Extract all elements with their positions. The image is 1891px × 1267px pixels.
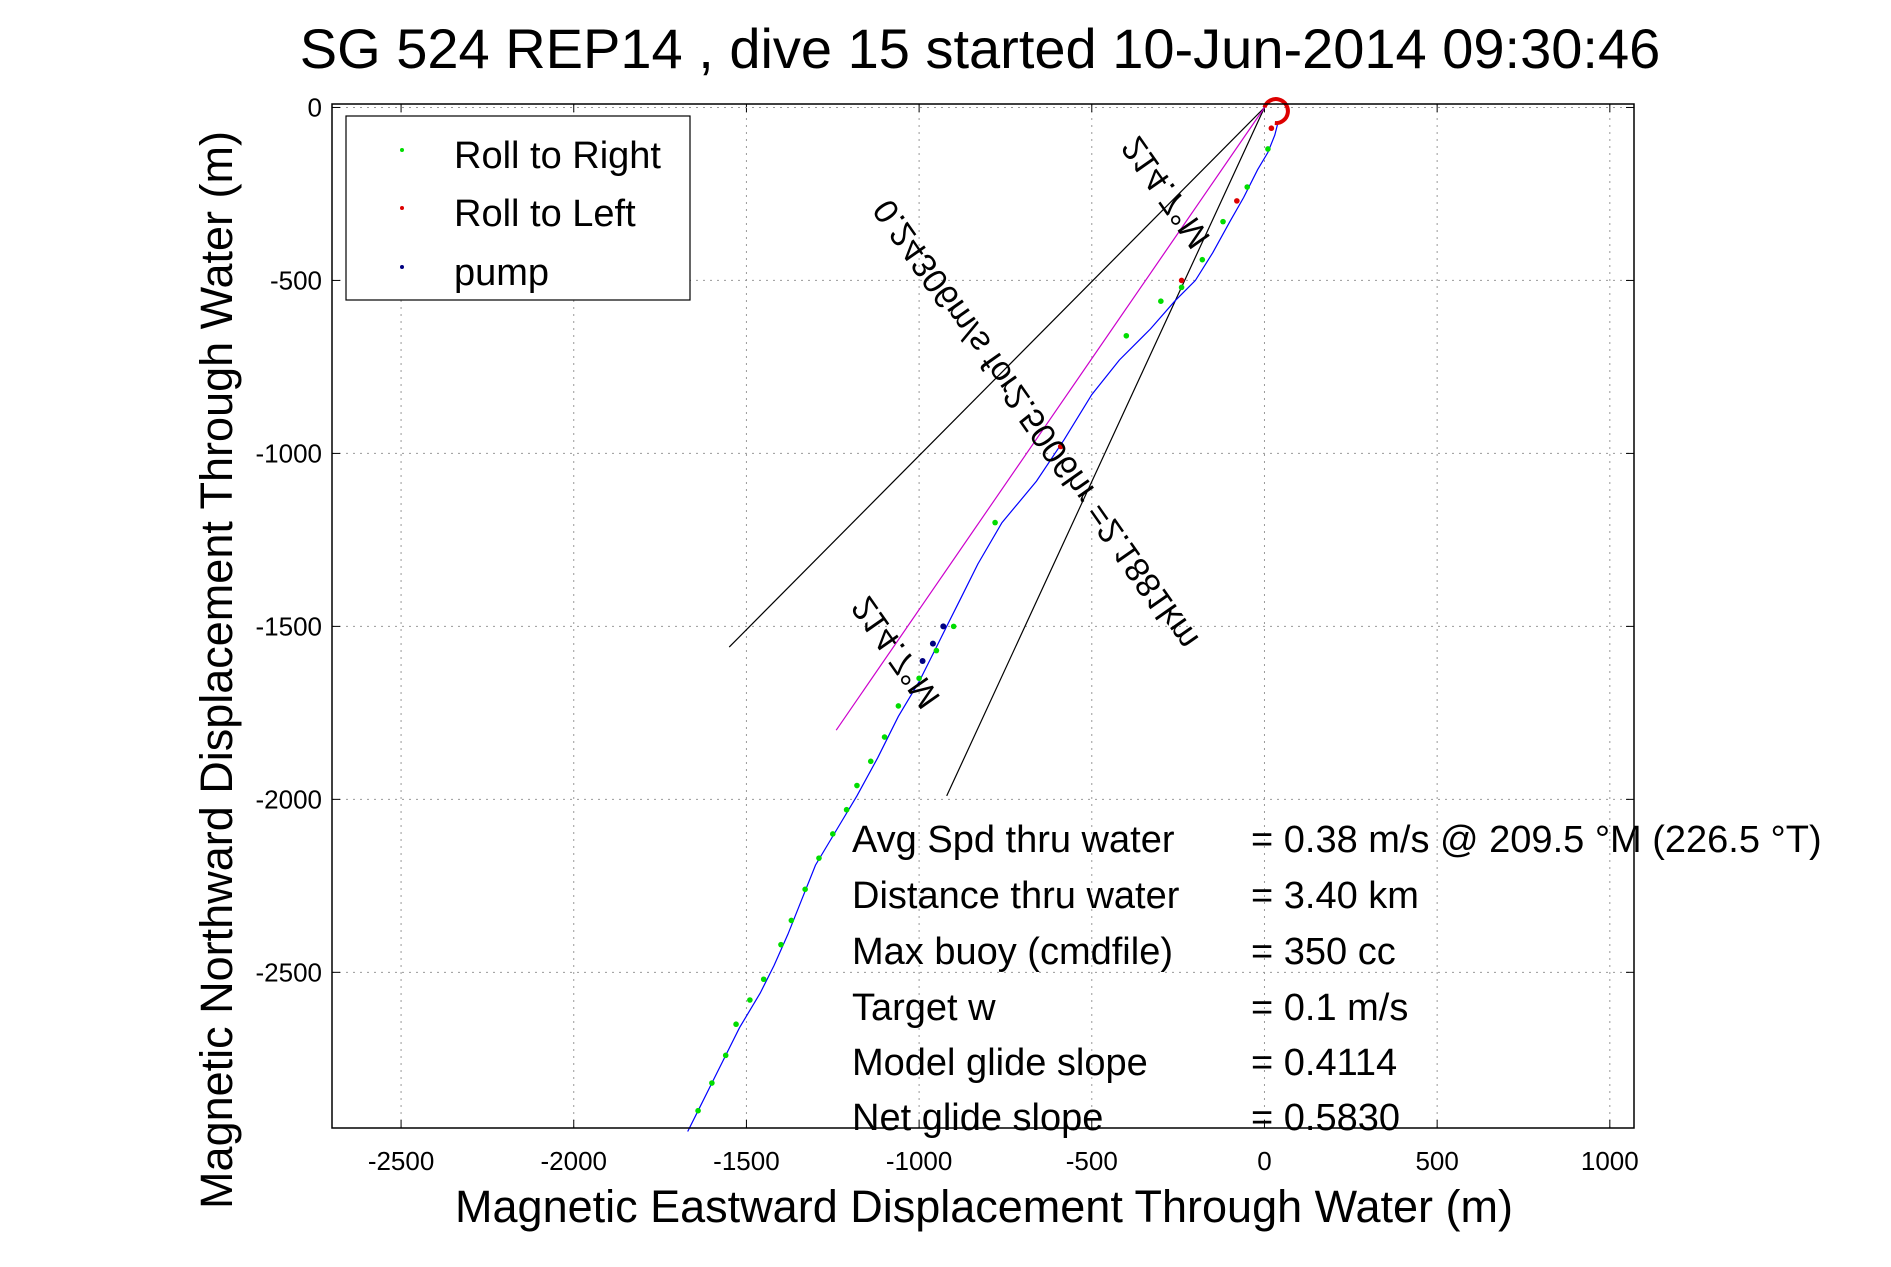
legend-label-roll-right: Roll to Right xyxy=(454,135,661,177)
x-tick-label: 0 xyxy=(1257,1146,1271,1176)
x-tick-label: -1000 xyxy=(886,1146,953,1176)
pump-point xyxy=(919,657,926,664)
x-tick-label: -1500 xyxy=(713,1146,780,1176)
y-axis-label: Magnetic Northward Displacement Through … xyxy=(191,131,242,1209)
surface-loop xyxy=(1262,97,1290,126)
stat-value-net-glide: = 0.5830 xyxy=(1251,1097,1400,1139)
roll-right-point xyxy=(747,997,753,1003)
x-tick-label: -500 xyxy=(1066,1146,1118,1176)
pump-point xyxy=(929,640,936,647)
roll-right-point xyxy=(1178,284,1185,291)
roll-right-point xyxy=(733,1021,739,1028)
roll-left-point xyxy=(1234,198,1240,204)
cone-line xyxy=(946,107,1266,797)
roll-right-point xyxy=(843,806,850,813)
plot-frame xyxy=(331,103,1635,1129)
roll-right-point xyxy=(816,855,822,861)
stat-label-distance: Distance thru water xyxy=(852,875,1180,917)
cone-lines xyxy=(728,107,1266,797)
y-tick-label: -1500 xyxy=(256,611,323,641)
chart-title: SG 524 REP14 , dive 15 started 10-Jun-20… xyxy=(300,17,1660,80)
roll-right-point xyxy=(802,886,808,893)
roll-right-point xyxy=(695,1107,701,1114)
roll-right-point xyxy=(854,782,860,789)
y-tick-label: -500 xyxy=(270,265,322,295)
roll-right-point xyxy=(1220,218,1226,225)
y-tick-label: 0 xyxy=(308,92,322,122)
markers xyxy=(695,97,1290,1114)
roll-right-point xyxy=(722,1052,729,1059)
cone-line xyxy=(728,107,1265,648)
heading-annotation-top: 214.7°M xyxy=(1114,129,1218,255)
roll-right-point xyxy=(916,675,922,682)
roll-left-point xyxy=(1178,277,1185,284)
roll-right-point xyxy=(881,734,888,740)
roll-right-point xyxy=(829,831,836,837)
legend-label-pump: pump xyxy=(454,252,549,294)
series-track xyxy=(687,121,1279,1132)
stat-value-avg-speed: = 0.38 m/s @ 209.5 °M (226.5 °T) xyxy=(1251,819,1822,861)
legend-marker-roll-right xyxy=(400,148,404,152)
stat-label-net-glide: Net glide slope xyxy=(852,1097,1103,1139)
x-tick-label: 1000 xyxy=(1581,1146,1639,1176)
roll-right-point xyxy=(1158,298,1164,304)
roll-right-point xyxy=(709,1080,715,1086)
roll-right-point xyxy=(867,758,874,765)
roll-right-point xyxy=(992,519,998,526)
stat-label-avg-speed: Avg Spd thru water xyxy=(852,819,1175,861)
roll-right-point xyxy=(1244,184,1250,190)
x-tick-label: 500 xyxy=(1415,1146,1458,1176)
stat-label-max-buoy: Max buoy (cmdfile) xyxy=(852,931,1173,973)
y-tick-label: -2500 xyxy=(256,957,323,987)
y-tick-label: -1000 xyxy=(256,438,323,468)
stat-value-max-buoy: = 350 cc xyxy=(1251,931,1396,973)
tick-labels: -2500 -2000 -1500 -1000 -500 0 500 1000 0 -500 -10… xyxy=(256,92,1639,1176)
roll-right-point xyxy=(933,647,940,654)
roll-right-point xyxy=(1265,146,1271,152)
stat-value-target-w: = 0.1 m/s xyxy=(1251,987,1408,1029)
x-tick-label: -2500 xyxy=(368,1146,435,1176)
stat-label-model-glide: Model glide slope xyxy=(852,1042,1148,1084)
y-tick-label: -2000 xyxy=(256,784,323,814)
roll-right-point xyxy=(760,976,767,983)
stat-label-target-w: Target w xyxy=(852,987,996,1029)
legend-label-roll-left: Roll to Left xyxy=(454,193,636,235)
roll-right-point xyxy=(1123,332,1130,339)
stats-block: Avg Spd thru water = 0.38 m/s @ 209.5 °M… xyxy=(852,819,1822,1139)
roll-right-point xyxy=(950,623,957,630)
roll-right-point xyxy=(895,703,902,709)
x-tick-label: -2000 xyxy=(541,1146,608,1176)
pump-point xyxy=(940,623,947,630)
heading-line xyxy=(835,107,1265,731)
legend: Roll to Right Roll to Left pump xyxy=(345,115,691,301)
roll-left-point xyxy=(1268,125,1275,132)
vector-annotation: 0.24306m/s for2.5006hr =2.1881km xyxy=(866,192,1207,656)
legend-marker-roll-left xyxy=(400,206,404,210)
stat-value-distance: = 3.40 km xyxy=(1251,875,1419,917)
roll-right-point xyxy=(788,917,795,924)
x-axis-label: Magnetic Eastward Displacement Through W… xyxy=(455,1181,1513,1232)
stat-value-model-glide: = 0.4114 xyxy=(1251,1042,1397,1084)
roll-right-point xyxy=(778,941,784,948)
roll-left-point xyxy=(1057,443,1064,450)
series xyxy=(687,107,1279,1132)
legend-marker-pump xyxy=(400,265,404,269)
roll-right-point xyxy=(1199,256,1206,263)
